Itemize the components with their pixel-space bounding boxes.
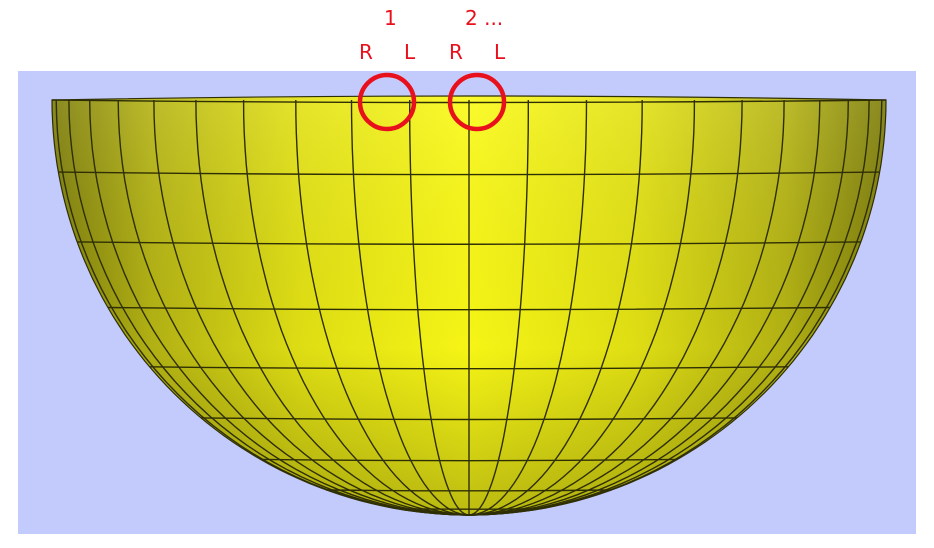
mesh-grid-lines: [51, 95, 887, 516]
mesh-meridian-line: [89, 99, 470, 516]
mesh-meridian-line: [242, 99, 470, 516]
mesh-meridian-line: [468, 99, 588, 516]
mesh-parallel-line: [200, 417, 738, 421]
mesh-meridian-line: [409, 100, 470, 516]
annotation-label-l-1: L: [404, 40, 416, 64]
seam-highlight-circle-2: [447, 72, 507, 132]
annotation-label-l-2: L: [494, 40, 506, 64]
bowl-outline: [51, 95, 887, 516]
mesh-meridian-line: [468, 99, 696, 516]
mesh-meridian-line: [468, 99, 743, 516]
annotation-number-1: 1: [384, 6, 397, 30]
mesh-parallel-line: [149, 366, 789, 370]
mesh-parallel-line: [77, 241, 861, 245]
mesh-meridian-line: [468, 100, 529, 516]
annotation-circles: [357, 72, 507, 132]
mesh-meridian-line: [117, 99, 470, 516]
mesh-meridian-line: [295, 99, 470, 516]
mesh-meridian-line: [468, 99, 785, 516]
hemisphere-mesh: [51, 95, 887, 516]
mesh-parallel-line: [326, 489, 612, 492]
mesh-meridian-line: [153, 99, 470, 516]
mesh-meridian-line: [468, 99, 870, 516]
mesh-meridian-line: [468, 99, 849, 516]
seam-highlight-circle-1: [357, 72, 417, 132]
mesh-parallel-line: [58, 171, 880, 176]
annotation-number-2: 2 ...: [465, 6, 504, 30]
mesh-parallel-line: [51, 99, 887, 104]
mesh-meridian-line: [195, 99, 470, 516]
mesh-parallel-line: [260, 458, 678, 462]
mesh-meridian-line: [350, 99, 470, 516]
mesh-parallel-line: [107, 306, 831, 311]
annotation-label-r-1: R: [359, 40, 373, 64]
mesh-meridian-line: [68, 99, 470, 516]
mesh-meridian-line: [468, 99, 643, 516]
mesh-meridian-line: [468, 99, 821, 516]
annotation-label-r-2: R: [449, 40, 463, 64]
